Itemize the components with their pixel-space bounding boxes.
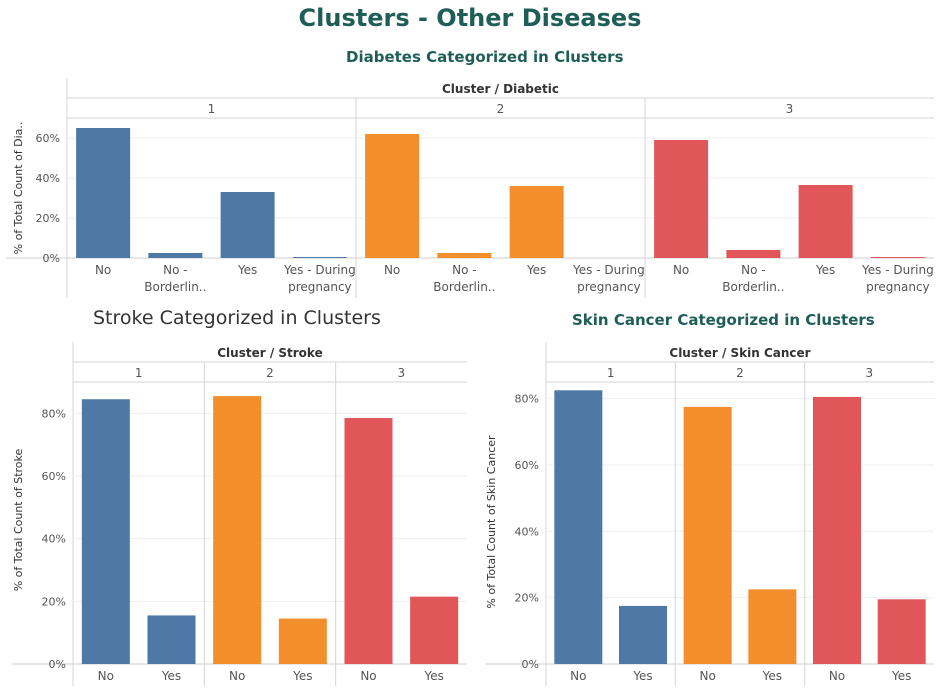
category-label: No — [360, 669, 376, 683]
category-label: Yes — [292, 669, 312, 683]
bar-skin-cancer-cluster-3-yes — [877, 599, 926, 664]
y-tick-label: 40% — [36, 172, 60, 185]
category-label: Yes — [526, 263, 546, 277]
bar-skin-cancer-cluster-1-no — [554, 390, 603, 664]
category-label: Yes — [762, 669, 782, 683]
category-label: No — [700, 669, 716, 683]
cluster-label: 2 — [497, 102, 505, 116]
bar-stroke-cluster-3-yes — [410, 596, 459, 664]
bar-skin-cancer-cluster-1-yes — [619, 605, 667, 664]
bar-diabetes-cluster-2-no-borderlin- — [437, 253, 492, 258]
category-label: Yes - During — [572, 263, 645, 277]
bar-stroke-cluster-2-no — [213, 396, 262, 664]
category-label: No — [95, 263, 111, 277]
bar-stroke-cluster-1-no — [81, 399, 130, 664]
cluster-header-label: Cluster / Stroke — [217, 346, 322, 360]
diabetes-chart-title: Diabetes Categorized in Clusters — [346, 48, 624, 66]
category-label: Yes — [815, 263, 835, 277]
cluster-header-label: Cluster / Skin Cancer — [669, 346, 810, 360]
category-label: No - — [163, 263, 187, 277]
category-label: No — [229, 669, 245, 683]
dashboard-title: Clusters - Other Diseases — [298, 4, 642, 32]
y-axis-label: % of Total Count of Skin Cancer — [485, 435, 498, 609]
stroke-chart-title: Stroke Categorized in Clusters — [93, 307, 381, 329]
category-label: Yes — [237, 263, 257, 277]
category-label: Yes — [891, 669, 911, 683]
y-tick-label: 0% — [522, 658, 539, 671]
bar-diabetes-cluster-1-yes — [220, 192, 275, 258]
bar-diabetes-cluster-1-no-borderlin- — [148, 253, 203, 258]
bar-diabetes-cluster-3-no — [654, 140, 709, 258]
y-axis-label: % of Total Count of Dia.. — [12, 122, 25, 255]
category-label: pregnancy — [288, 280, 352, 294]
bar-skin-cancer-cluster-2-no — [683, 406, 732, 664]
bar-stroke-cluster-1-yes — [147, 615, 196, 664]
category-label: No - — [741, 263, 765, 277]
category-label: Yes — [632, 669, 652, 683]
cluster-header-label: Cluster / Diabetic — [442, 82, 559, 96]
y-tick-label: 40% — [515, 525, 539, 538]
y-tick-label: 0% — [49, 658, 66, 671]
y-tick-label: 40% — [42, 533, 66, 546]
category-label: No — [98, 669, 114, 683]
category-label: Borderlin.. — [144, 280, 206, 294]
bar-skin-cancer-cluster-3-no — [813, 396, 861, 664]
cluster-label: 2 — [736, 366, 744, 380]
y-tick-label: 80% — [42, 407, 66, 420]
bar-diabetes-cluster-3-yes-during-pregnancy — [870, 257, 925, 258]
cluster-label: 3 — [786, 102, 794, 116]
category-label: Yes — [423, 669, 443, 683]
y-tick-label: 20% — [42, 595, 66, 608]
category-label: No — [384, 263, 400, 277]
category-label: Borderlin.. — [722, 280, 784, 294]
bar-diabetes-cluster-1-yes-during-pregnancy — [292, 257, 347, 258]
category-label: Yes - During — [283, 263, 356, 277]
skin-cancer-chart-title: Skin Cancer Categorized in Clusters — [572, 311, 875, 329]
bar-diabetes-cluster-2-yes — [509, 186, 564, 258]
category-label: No — [829, 669, 845, 683]
cluster-label: 3 — [398, 366, 406, 380]
bar-diabetes-cluster-2-no — [365, 134, 420, 258]
bar-skin-cancer-cluster-2-yes — [748, 589, 797, 664]
y-tick-label: 20% — [36, 212, 60, 225]
category-label: No - — [452, 263, 476, 277]
bar-stroke-cluster-2-yes — [278, 618, 327, 664]
category-label: Yes — [161, 669, 181, 683]
bar-stroke-cluster-3-no — [344, 418, 393, 664]
category-label: pregnancy — [577, 280, 641, 294]
category-label: No — [673, 263, 689, 277]
y-tick-label: 80% — [515, 393, 539, 406]
y-tick-label: 60% — [36, 132, 60, 145]
cluster-label: 1 — [135, 366, 143, 380]
category-label: pregnancy — [866, 280, 930, 294]
bar-diabetes-cluster-1-no — [76, 128, 131, 258]
category-label: Yes - During — [861, 263, 934, 277]
bar-diabetes-cluster-3-yes — [798, 185, 853, 258]
cluster-label: 1 — [607, 366, 615, 380]
cluster-label: 2 — [266, 366, 274, 380]
y-tick-label: 20% — [515, 592, 539, 605]
y-tick-label: 60% — [42, 470, 66, 483]
cluster-label: 1 — [208, 102, 216, 116]
bar-diabetes-cluster-3-no-borderlin- — [726, 250, 781, 258]
category-label: No — [570, 669, 586, 683]
y-tick-label: 60% — [515, 459, 539, 472]
y-axis-label: % of Total Count of Stroke — [12, 449, 25, 592]
cluster-label: 3 — [866, 366, 874, 380]
y-tick-label: 0% — [43, 252, 60, 265]
category-label: Borderlin.. — [433, 280, 495, 294]
